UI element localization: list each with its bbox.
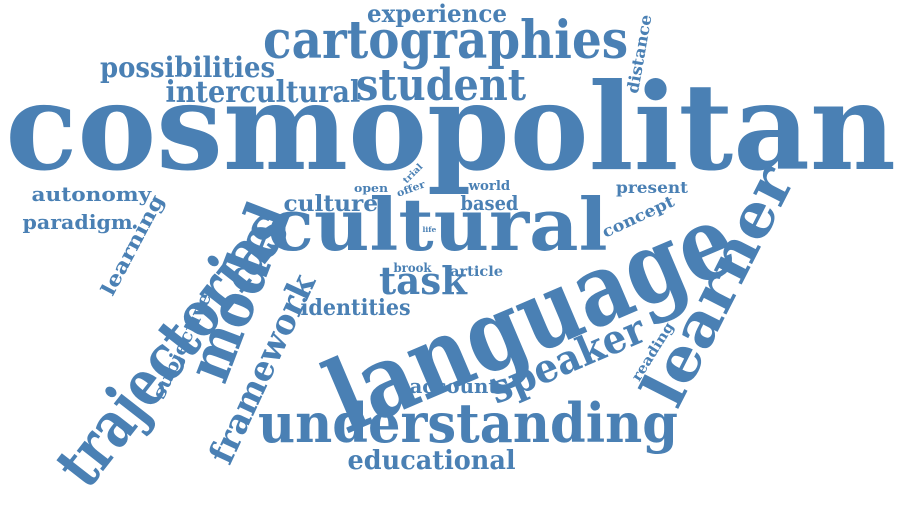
word-article: article (449, 264, 503, 280)
word-learning: learning (95, 190, 169, 300)
word-educational: educational (347, 446, 516, 476)
word-student: student (356, 60, 527, 111)
word-account: account (408, 374, 497, 398)
word-life: life (422, 224, 436, 234)
word-brook: brook (393, 261, 432, 275)
word-cultural: cultural (267, 182, 608, 267)
word-open: open (354, 181, 389, 195)
word-understanding: understanding (257, 391, 678, 455)
word-possibilities: possibilities (99, 51, 275, 84)
word-autonomy: autonomy (31, 182, 151, 206)
word-experience: experience (366, 0, 508, 28)
word-based: based (460, 191, 518, 215)
word-identities: identities (300, 295, 411, 321)
word-task: task (378, 258, 467, 303)
word-intercultural: intercultural (165, 75, 361, 110)
word-cartographies: cartographies (262, 10, 628, 71)
word-culture: culture (283, 191, 379, 217)
word-cosmopolitan: cosmopolitan (4, 57, 896, 198)
word-paradigm: paradigm (21, 210, 133, 234)
word-present: present (615, 178, 689, 197)
word-world: world (468, 178, 510, 194)
